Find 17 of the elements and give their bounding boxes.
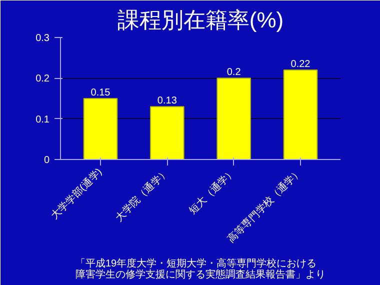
data-label: 0.15 <box>90 88 111 98</box>
data-label: 0.22 <box>290 59 311 70</box>
y-tick-label: 0 <box>44 155 50 166</box>
bar <box>283 70 318 160</box>
x-tick-label: 大学院（通学） <box>113 166 172 224</box>
data-label: 0.13 <box>157 96 178 107</box>
chart-title: 課程別在籍率(%) <box>117 8 284 32</box>
bar <box>83 98 118 160</box>
x-tick-label: 大学学部(通学) <box>48 166 104 222</box>
data-label: 0.2 <box>226 67 242 78</box>
y-tick-label: 0.1 <box>36 114 50 126</box>
x-tick-label: 短大（通学） <box>186 166 238 217</box>
text: 「平成19年度大学・短期大学・高等専門学校における障害学生の修学支援に関する実態調査結果報告書」より <box>76 258 326 280</box>
y-tick-label: 0.3 <box>36 33 50 44</box>
bar <box>150 106 184 160</box>
y-tick-label: 0.2 <box>36 74 50 85</box>
bar <box>216 78 251 160</box>
